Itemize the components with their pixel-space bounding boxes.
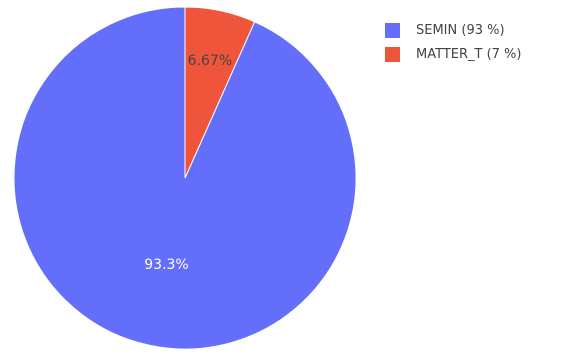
pie-label-semin: 93.3% — [144, 257, 188, 273]
legend-swatch-semin — [385, 22, 400, 38]
pie-label-matter-t: 6.67% — [188, 53, 232, 69]
legend: SEMIN (93 %) MATTER_T (7 %) — [385, 18, 521, 66]
legend-item-semin[interactable]: SEMIN (93 %) — [385, 18, 521, 42]
pie-slices — [13, 6, 357, 350]
pie-slice-labels: 93.3% 6.67% — [144, 53, 232, 273]
legend-swatch-matter-t — [385, 46, 400, 62]
legend-label-semin: SEMIN (93 %) — [416, 22, 505, 38]
legend-label-matter-t: MATTER_T (7 %) — [416, 46, 522, 62]
legend-item-matter-t[interactable]: MATTER_T (7 %) — [385, 42, 521, 66]
pie-slice-matter-t[interactable] — [184, 6, 256, 179]
